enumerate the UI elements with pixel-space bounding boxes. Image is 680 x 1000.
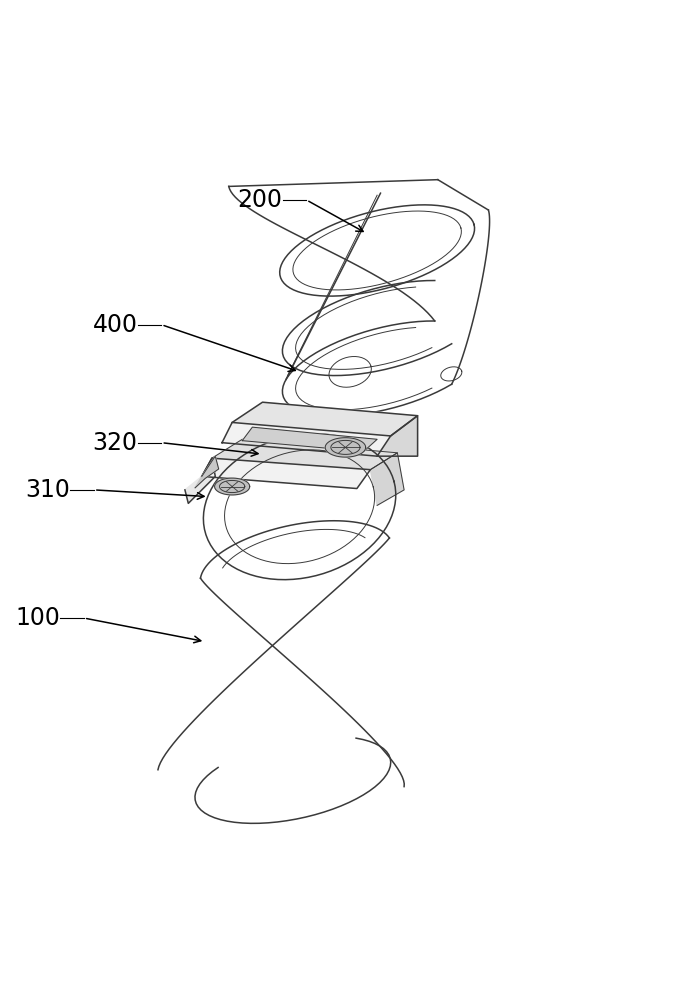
Text: 200: 200 <box>238 188 283 212</box>
Text: 320: 320 <box>92 431 138 455</box>
Polygon shape <box>212 439 397 470</box>
Text: 310: 310 <box>25 478 70 502</box>
Polygon shape <box>242 427 377 451</box>
Text: 100: 100 <box>16 606 60 630</box>
Polygon shape <box>202 458 371 489</box>
Polygon shape <box>222 422 390 456</box>
Polygon shape <box>215 478 250 495</box>
Polygon shape <box>195 456 219 488</box>
Polygon shape <box>377 416 418 456</box>
Polygon shape <box>185 458 216 503</box>
Polygon shape <box>325 438 366 457</box>
Text: 400: 400 <box>92 313 138 337</box>
Polygon shape <box>371 453 404 505</box>
Polygon shape <box>232 402 418 436</box>
